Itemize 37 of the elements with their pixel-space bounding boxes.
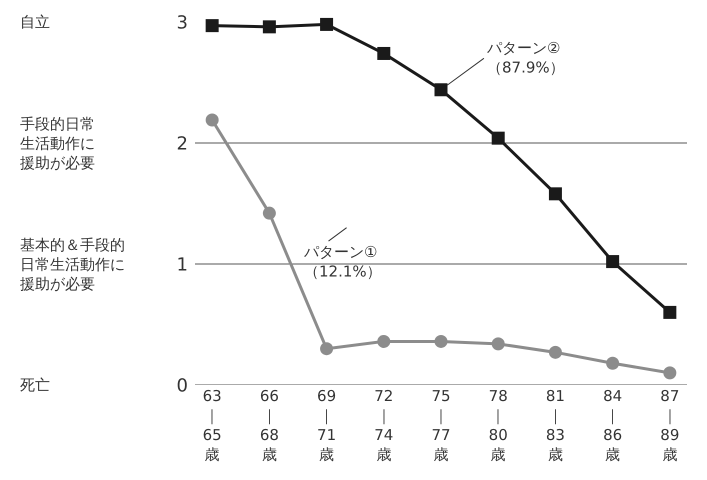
- text: 手段的日常生活動作に援助が必要: [20, 115, 95, 172]
- annotation: パターン① （12.1%）: [303, 243, 382, 280]
- point: [434, 334, 448, 348]
- point: [663, 366, 676, 380]
- point: [548, 346, 562, 359]
- y-tick-label: 1: [176, 254, 188, 276]
- point: [262, 20, 276, 34]
- x-tick-label: 87 ｜ 89 歳: [660, 387, 680, 464]
- y-tick-label: 3: [176, 12, 188, 34]
- x-tick-label: 72 ｜ 74 歳: [374, 387, 394, 464]
- point: [377, 46, 390, 60]
- y-tick-label: 2: [176, 133, 188, 154]
- x-tick-label: 81 ｜ 83 歳: [546, 387, 565, 464]
- text: 死亡: [20, 376, 50, 394]
- x-tick-label: 84 ｜ 86 歳: [603, 387, 622, 464]
- point: [206, 19, 219, 32]
- x-tick-label: 78 ｜ 80 歳: [488, 387, 508, 464]
- point: [606, 255, 620, 268]
- x-tick-label: 63 ｜ 65 歳: [202, 387, 222, 464]
- point: [320, 342, 334, 356]
- x-tick-label: 66 ｜ 68 歳: [260, 387, 279, 464]
- text: 基本的＆手段的日常生活動作に援助が必要: [20, 236, 125, 293]
- point: [320, 18, 334, 31]
- point: [492, 132, 505, 145]
- x-tick-label: 69 ｜ 71 歳: [317, 387, 336, 464]
- point: [206, 114, 219, 127]
- text: 自立: [20, 13, 50, 31]
- point: [663, 306, 676, 319]
- x-tick-label: 75 ｜ 77 歳: [431, 387, 451, 464]
- point: [492, 337, 505, 350]
- point: [434, 83, 448, 96]
- point: [548, 187, 562, 200]
- point: [377, 334, 390, 348]
- point: [262, 206, 276, 220]
- y-tick-label: 0: [176, 375, 188, 396]
- annotation: パターン② （87.9%）: [486, 39, 565, 76]
- point: [606, 356, 620, 370]
